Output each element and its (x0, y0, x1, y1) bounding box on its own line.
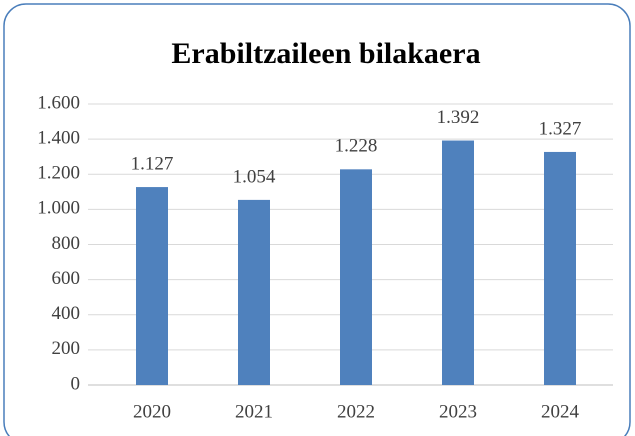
y-tick-label: 1.400 (37, 127, 80, 148)
bar (136, 187, 168, 385)
bar (442, 140, 474, 385)
x-tick-label: 2022 (337, 401, 375, 422)
y-tick-label: 200 (52, 338, 81, 359)
x-tick-label: 2024 (541, 401, 580, 422)
data-label: 1.228 (335, 136, 378, 157)
y-tick-label: 600 (52, 268, 81, 289)
y-tick-label: 0 (71, 373, 81, 394)
bar (340, 169, 372, 385)
y-tick-label: 1.000 (37, 198, 80, 219)
y-tick-label: 800 (52, 233, 81, 254)
data-label: 1.327 (539, 118, 582, 139)
x-tick-label: 2021 (235, 401, 273, 422)
y-tick-label: 1.600 (37, 92, 80, 113)
y-tick-label: 1.200 (37, 163, 80, 184)
data-label: 1.392 (437, 107, 480, 128)
x-tick-label: 2023 (439, 401, 477, 422)
data-label: 1.127 (131, 153, 174, 174)
data-label: 1.054 (233, 166, 276, 187)
y-tick-label: 400 (52, 303, 81, 324)
bar (238, 199, 270, 385)
x-tick-label: 2020 (133, 401, 171, 422)
bar (544, 151, 576, 385)
chart-title: Erabiltzaileen bilakaera (171, 37, 480, 70)
